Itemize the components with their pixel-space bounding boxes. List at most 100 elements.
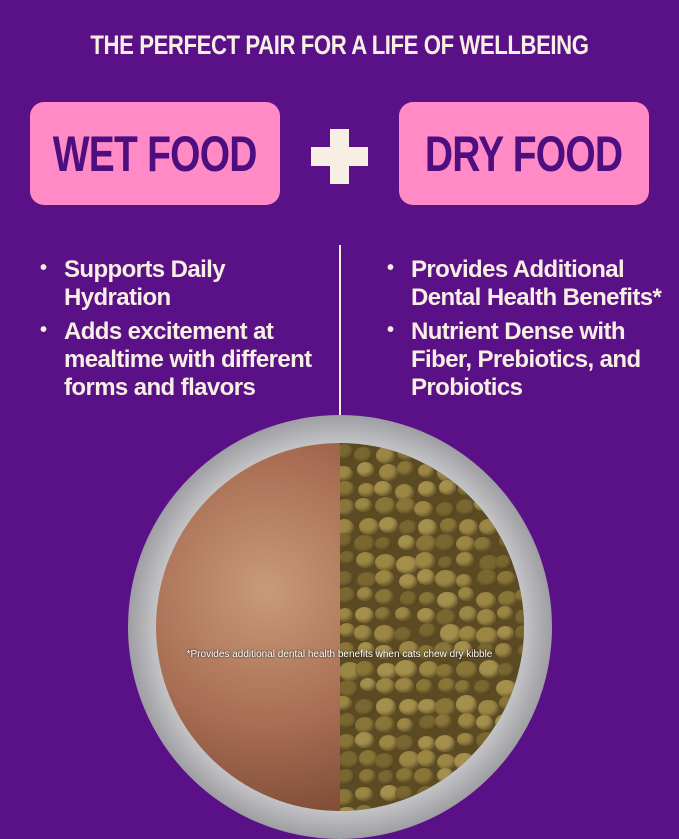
kibble xyxy=(340,607,354,622)
kibble xyxy=(436,501,455,518)
dry-food-label: DRY FOOD xyxy=(425,125,623,182)
kibble xyxy=(396,497,417,515)
kibble xyxy=(499,533,519,550)
kibble xyxy=(499,465,517,481)
kibble xyxy=(417,445,438,463)
kibble xyxy=(340,519,354,536)
kibble xyxy=(474,497,491,512)
kibble xyxy=(398,519,418,536)
kibble xyxy=(340,642,356,658)
kibble xyxy=(476,715,494,730)
benefit-item: Supports Daily Hydration xyxy=(40,254,234,312)
kibble xyxy=(414,500,433,517)
kibble xyxy=(414,768,434,785)
kibble xyxy=(374,806,397,811)
kibble xyxy=(478,660,500,678)
kibble xyxy=(375,536,393,552)
kibble xyxy=(375,554,396,572)
kibble xyxy=(396,461,414,476)
kibble xyxy=(497,663,516,679)
kibble xyxy=(475,731,497,750)
kibble xyxy=(340,734,356,750)
kibble xyxy=(418,660,439,678)
kibble xyxy=(459,626,478,642)
divider xyxy=(339,245,341,425)
wet-food-badge: WET FOOD xyxy=(30,102,280,205)
kibble xyxy=(494,479,512,494)
kibble xyxy=(418,645,436,660)
kibble xyxy=(518,644,524,659)
kibble xyxy=(494,554,513,570)
kibble xyxy=(396,555,418,574)
footnote: *Provides additional dental health benef… xyxy=(186,649,493,660)
kibble xyxy=(416,569,436,586)
wet-food-label: WET FOOD xyxy=(53,125,258,182)
kibble xyxy=(340,769,356,785)
kibble xyxy=(340,480,356,498)
kibble xyxy=(416,749,437,767)
kibble xyxy=(340,623,356,638)
kibble xyxy=(418,464,435,479)
kibble xyxy=(476,609,497,627)
kibble xyxy=(340,444,354,461)
kibble xyxy=(394,483,415,501)
kibble xyxy=(354,447,374,464)
kibble xyxy=(477,641,496,657)
kibble xyxy=(434,641,455,659)
kibble xyxy=(394,607,412,622)
kibble xyxy=(518,515,524,533)
kibble xyxy=(356,587,373,601)
kibble xyxy=(374,606,392,621)
kibble xyxy=(340,587,357,605)
kibble xyxy=(354,606,374,624)
plus-icon xyxy=(311,129,368,184)
kibble xyxy=(375,716,396,734)
kibble xyxy=(396,444,417,462)
wet-food-benefits: Supports Daily Hydration Adds excitement… xyxy=(40,254,330,408)
kibble xyxy=(417,807,437,811)
kibble xyxy=(438,677,457,694)
kibble xyxy=(496,519,514,534)
kibble xyxy=(414,552,436,570)
kibble xyxy=(357,642,374,656)
kibble xyxy=(435,570,457,589)
kibble xyxy=(514,625,524,641)
kibble xyxy=(355,805,375,811)
kibble xyxy=(517,570,524,585)
kibble xyxy=(355,698,375,716)
kibble xyxy=(518,699,524,714)
kibble xyxy=(458,518,479,536)
kibble xyxy=(434,533,456,552)
kibble xyxy=(519,479,524,497)
kibble xyxy=(434,713,453,729)
dry-food-badge: DRY FOOD xyxy=(399,102,649,205)
kibble xyxy=(457,732,474,747)
kibble xyxy=(439,624,462,643)
kibble xyxy=(498,806,515,811)
kibble xyxy=(439,480,457,495)
kibble xyxy=(417,735,436,751)
kibble xyxy=(498,695,516,710)
kibble xyxy=(374,497,396,515)
kibble xyxy=(494,643,513,659)
kibble xyxy=(456,573,473,588)
kibble xyxy=(378,464,399,481)
benefit-item: Provides Additional Dental Health Benefi… xyxy=(387,254,671,312)
kibble xyxy=(458,606,478,623)
kibble xyxy=(496,606,514,621)
kibble xyxy=(474,536,493,552)
kibble xyxy=(358,769,377,785)
kibble xyxy=(399,698,419,716)
kibble xyxy=(417,519,438,536)
kibble xyxy=(398,573,417,590)
kibble xyxy=(518,713,524,732)
kibble xyxy=(497,625,515,641)
kibble xyxy=(395,785,414,802)
kibble xyxy=(514,446,524,464)
kibble xyxy=(459,443,477,459)
kibble xyxy=(417,481,437,498)
kibble xyxy=(454,753,475,771)
kibble xyxy=(434,788,455,806)
kibble xyxy=(375,446,396,464)
kibble xyxy=(519,768,524,786)
